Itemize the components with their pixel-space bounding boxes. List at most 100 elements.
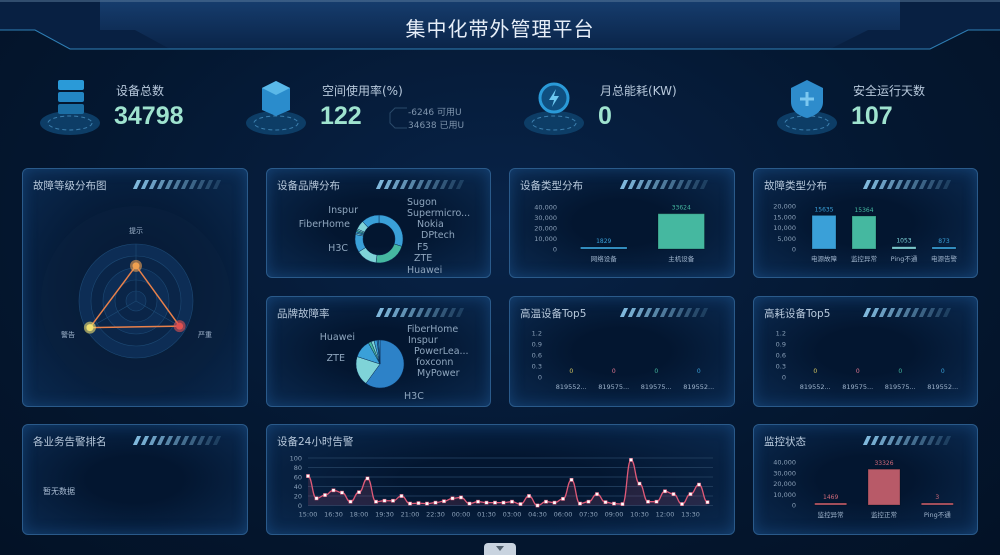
bar-chart: 0 10,000 20,000 30,000 40,000 1829 网络设备 33624 主机…	[534, 204, 705, 263]
slice-label: DPtech	[421, 230, 455, 241]
x-tick-label: 22:30	[426, 511, 445, 519]
y-tick-label: 0.3	[776, 363, 786, 371]
header-frame	[0, 0, 1000, 50]
stripe	[926, 180, 936, 189]
slice-label: Huawei	[320, 332, 355, 343]
stripe	[886, 308, 896, 317]
stripe	[140, 180, 150, 189]
stripe	[894, 308, 904, 317]
y-tick-label: 15,000	[773, 213, 796, 221]
stripe	[375, 308, 385, 317]
pie-slice	[365, 339, 405, 389]
x-tick-label: 819575...	[641, 383, 672, 391]
stripe	[423, 180, 433, 189]
bar-chart: 0 5,000 10,000 15,000 20,000 15635 电源故障 15364 监控…	[773, 203, 958, 264]
panel-high-temp: 0 0.3 0.6 0.9 1.2 0 819552... 0 819575... 0 819575…	[509, 296, 735, 407]
panel-high-power: 0 0.3 0.6 0.9 1.2 0 819552... 0 819575... 0 819575…	[753, 296, 978, 407]
data-point	[442, 499, 446, 504]
bar-value-label: 33624	[672, 205, 691, 212]
stripe	[431, 308, 441, 317]
radar-series-line	[88, 264, 182, 329]
stripe	[431, 180, 441, 189]
stripe	[886, 436, 896, 445]
radar-indicator-label: 提示	[129, 226, 143, 235]
stripe	[667, 308, 677, 317]
y-tick-label: 0	[298, 502, 302, 510]
data-point	[510, 499, 514, 504]
stripe	[196, 180, 206, 189]
y-tick-label: 0.9	[776, 341, 786, 349]
stripe	[934, 180, 944, 189]
kpi-label: 空间使用率(%)	[322, 84, 403, 98]
stripe	[180, 180, 190, 189]
data-point	[629, 458, 633, 462]
x-tick-label: Ping不通	[924, 510, 951, 519]
y-tick-label: 0	[792, 502, 796, 510]
page-title: 集中化带外管理平台	[405, 17, 595, 41]
stripe	[910, 308, 920, 317]
data-point	[663, 489, 667, 494]
data-point	[459, 495, 463, 500]
bar	[580, 246, 628, 250]
stripe	[675, 308, 685, 317]
y-tick-label: 40,000	[773, 459, 796, 467]
data-point	[314, 496, 319, 501]
x-tick-label: 网络设备	[591, 254, 618, 263]
data-point	[476, 499, 480, 504]
scroll-down-button[interactable]	[484, 543, 516, 555]
shield-icon	[777, 80, 837, 135]
data-point	[705, 500, 710, 505]
x-tick-label: 16:30	[324, 511, 343, 519]
y-tick-label: 1.2	[776, 330, 786, 338]
x-tick-label: 04:30	[528, 511, 547, 519]
stripe	[934, 436, 944, 445]
data-point	[433, 500, 438, 505]
stripe	[667, 180, 677, 189]
y-tick-label: 30,000	[773, 469, 796, 477]
data-point	[578, 501, 582, 506]
data-point	[697, 482, 701, 487]
stripe	[918, 180, 928, 189]
data-point	[365, 476, 370, 481]
bracket-decoration	[389, 107, 407, 129]
slice-label: Sugon	[407, 197, 437, 208]
kpi-label: 设备总数	[116, 84, 165, 98]
stripe	[878, 308, 888, 317]
stripe	[635, 180, 645, 189]
panel-monitor: 0 10,000 20,000 30,000 40,000 1469 监控异常 33326 监控…	[753, 424, 978, 535]
stripe	[870, 436, 880, 445]
slice-label: F5	[417, 242, 429, 253]
y-tick-label: 0	[553, 246, 557, 254]
slice-label: PowerLea...	[414, 346, 469, 357]
stripe	[391, 180, 401, 189]
stripe	[204, 180, 214, 189]
data-point	[323, 493, 327, 497]
stripe	[156, 436, 166, 445]
x-tick-label: 15:00	[299, 511, 318, 519]
data-point	[620, 502, 625, 506]
data-point	[586, 499, 591, 504]
kpi-used-u: 34638 已用U	[408, 121, 465, 131]
stripes-decoration	[132, 436, 225, 445]
stripe	[447, 180, 457, 189]
bar-value-label: 0	[697, 368, 701, 375]
data-point	[416, 501, 421, 505]
stripes-decoration	[862, 180, 955, 189]
stripe	[870, 180, 880, 189]
empty-state: 暂无数据	[43, 487, 75, 496]
power-icon	[524, 82, 584, 135]
data-point	[484, 500, 489, 505]
stripe	[407, 180, 417, 189]
panel-title: 高耗设备Top5	[764, 308, 831, 320]
x-tick-label: 电源故障	[811, 254, 838, 263]
bar-value-label: 0	[654, 368, 658, 375]
data-point	[467, 501, 472, 506]
x-tick-label: 06:00	[554, 511, 573, 519]
x-tick-label: 电源告警	[931, 254, 958, 263]
stripe	[148, 180, 158, 189]
cube-icon	[246, 81, 306, 135]
bar-value-label: 0	[612, 368, 616, 375]
bar-value-label: 15635	[814, 206, 833, 213]
